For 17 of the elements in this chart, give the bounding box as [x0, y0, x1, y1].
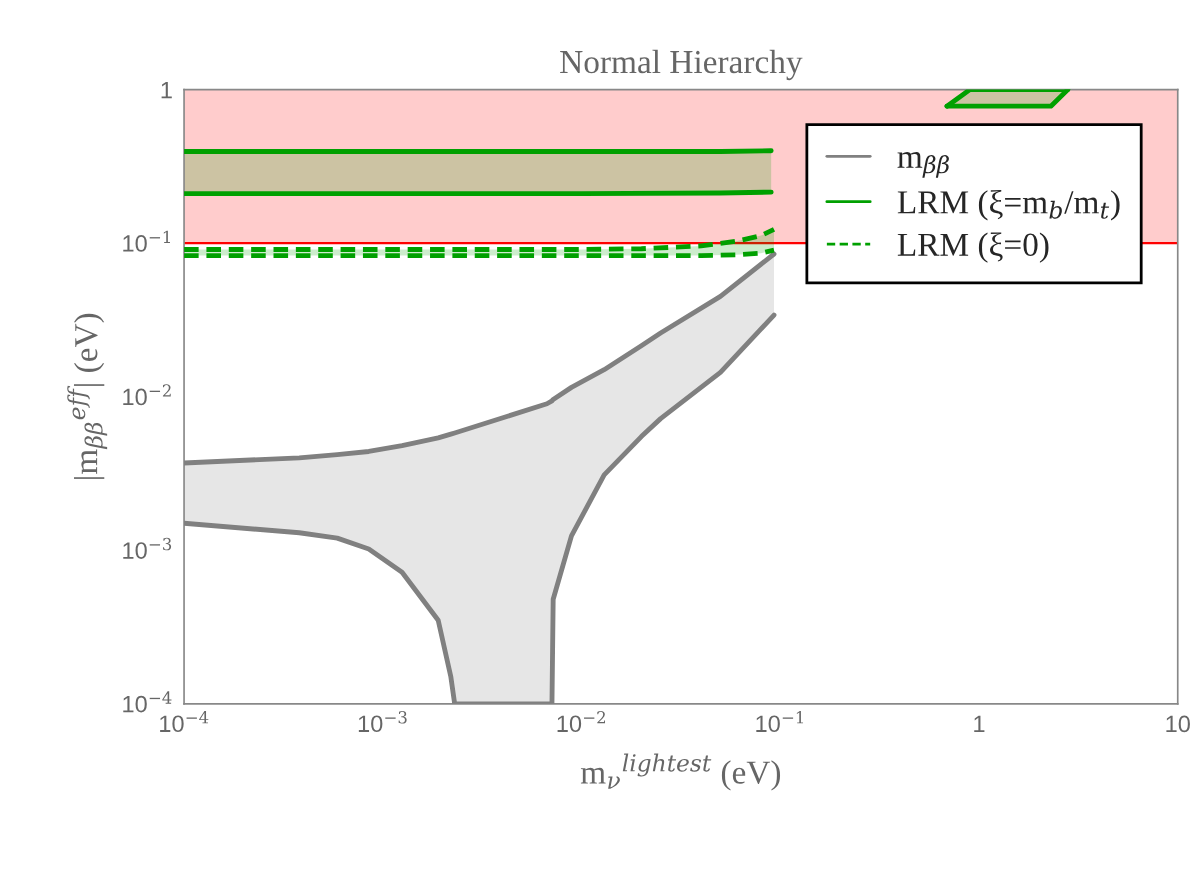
- x-tick-label: 1: [974, 715, 985, 733]
- x-tick-label: 10: [1166, 715, 1190, 733]
- y-tick-label: 1: [161, 81, 172, 99]
- legend-label: LRM (ξ=0): [897, 232, 1049, 263]
- chart-title: Normal Hierarchy: [560, 49, 803, 81]
- y-tick-label: 10$^{−4}$: [123, 691, 172, 713]
- y-tick-label: 10$^{−1}$: [123, 230, 170, 252]
- x-tick-label: 10$^{−2}$: [557, 711, 606, 733]
- x-axis-title: m$_{ν}$$^{lightest}$ (eV): [580, 753, 781, 791]
- legend-label: m$_{ββ}$: [897, 152, 949, 178]
- x-tick-label: 10$^{−1}$: [756, 711, 804, 733]
- x-tick-label: 10$^{−3}$: [358, 711, 407, 733]
- y-tick-label: 10$^{−3}$: [123, 537, 172, 559]
- legend-label: LRM (ξ=m$_{b}$/m$_{t}$): [897, 190, 1120, 221]
- y-tick-label: 10$^{−2}$: [123, 384, 171, 406]
- x-tick-label: 10$^{−4}$: [160, 711, 209, 733]
- y-axis-title: |m$_{ββ}$$^{eff}$| (eV): [67, 313, 108, 479]
